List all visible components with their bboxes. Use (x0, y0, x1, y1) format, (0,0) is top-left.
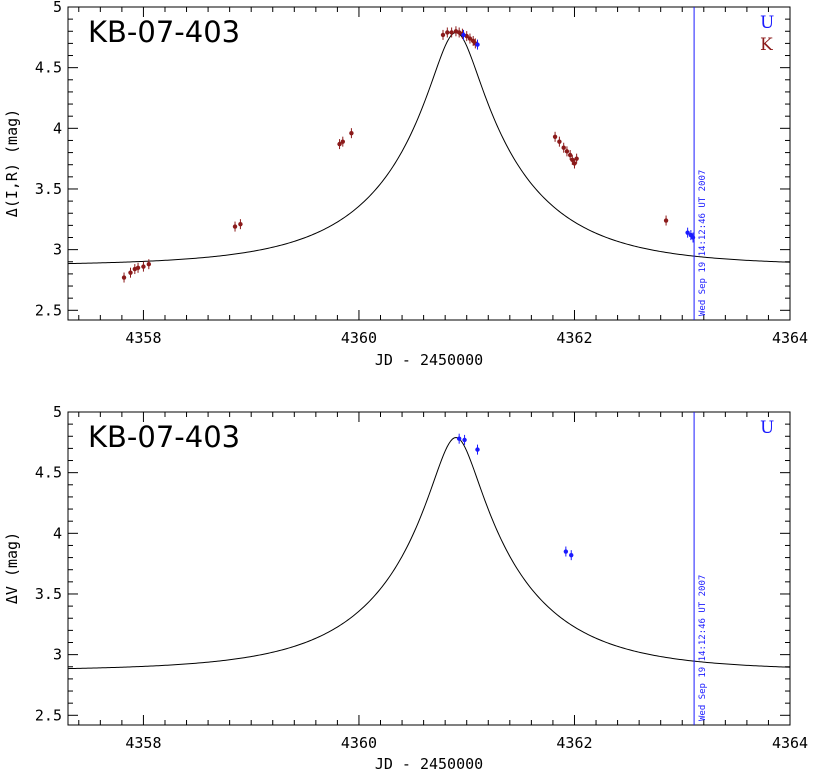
y-tick-label: 5 (53, 403, 62, 421)
data-point-k (572, 161, 577, 166)
chart-title: KB-07-403 (88, 15, 240, 49)
data-point-k (440, 32, 446, 38)
y-tick-label: 3 (53, 241, 62, 259)
data-point-k (564, 149, 570, 154)
x-tick-label: 4364 (772, 329, 808, 347)
y-axis-label: Δ(I,R) (mag) (3, 109, 21, 217)
tick-labels: 4358 4360 4362 4364 2.5 3 3.5 4 4.5 5 (35, 403, 808, 752)
data-point-k (337, 141, 342, 147)
x-tick-label: 4362 (556, 734, 592, 752)
tick-marks (68, 411, 791, 725)
current-time-label: Wed Sep 19 14:12:46 UT 2007 (698, 575, 708, 721)
legend-entry-k: K (760, 35, 773, 55)
data-point-k (232, 224, 238, 229)
x-tick-label: 4358 (125, 734, 161, 752)
data-point-k (561, 145, 566, 150)
plot-frame (67, 411, 791, 726)
data-point-k (238, 221, 243, 227)
data-point-u (456, 436, 462, 441)
y-tick-label: 3.5 (35, 585, 62, 603)
x-tick-label: 4362 (556, 329, 592, 347)
x-axis-label: JD - 2450000 (375, 351, 483, 369)
model-curve (68, 436, 790, 670)
data-point-u (563, 549, 569, 554)
model-curve-line (68, 31, 790, 265)
y-axis-label: ΔV (mag) (3, 532, 21, 604)
data-point-k (141, 264, 146, 269)
tick-marks (68, 6, 791, 320)
data-point-k (445, 30, 450, 35)
y-tick-label: 2.5 (35, 301, 62, 319)
data-point-u (462, 437, 467, 443)
data-point-k (467, 36, 473, 41)
data-point-u (569, 552, 574, 558)
data-point-u (685, 230, 690, 235)
model-curve-line (68, 436, 790, 670)
x-axis-label: JD - 2450000 (375, 755, 483, 773)
data-point-k (574, 156, 579, 161)
x-tick-label: 4360 (341, 329, 377, 347)
chart-title: KB-07-403 (88, 420, 240, 454)
x-tick-label: 4358 (125, 329, 161, 347)
data-point-u (475, 42, 480, 47)
data-point-k (340, 139, 345, 144)
model-curve (68, 31, 790, 265)
data-point-k (349, 130, 354, 136)
current-time-marker: Wed Sep 19 14:12:46 UT 2007 (693, 412, 708, 725)
data-point-k (135, 265, 141, 271)
data-point-k (128, 270, 133, 275)
panel-top: 4358 4360 4362 4364 2.5 3 3.5 4 4.5 5 Wed Sep 19 … (3, 0, 808, 369)
x-tick-label: 4364 (772, 734, 808, 752)
legend-entry-u: U (760, 418, 774, 438)
data-point-k (552, 134, 558, 140)
y-tick-label: 2.5 (35, 706, 62, 724)
plot-frame (67, 6, 791, 321)
y-tick-label: 3.5 (35, 180, 62, 198)
data-points (121, 26, 696, 283)
y-tick-label: 4 (53, 119, 62, 137)
data-point-u (475, 447, 480, 452)
data-point-k (567, 152, 573, 158)
data-point-k (570, 157, 575, 163)
data-points (456, 433, 574, 561)
data-point-k (121, 275, 127, 280)
data-point-k (146, 261, 152, 267)
y-tick-label: 4.5 (35, 464, 62, 482)
y-tick-label: 5 (53, 0, 62, 16)
data-point-u (461, 32, 466, 38)
data-point-k (557, 139, 562, 144)
current-time-label: Wed Sep 19 14:12:46 UT 2007 (698, 170, 708, 316)
data-point-k (449, 30, 454, 35)
y-tick-label: 4.5 (35, 59, 62, 77)
current-time-marker: Wed Sep 19 14:12:46 UT 2007 (693, 7, 708, 320)
y-tick-label: 3 (53, 646, 62, 664)
data-point-k (663, 218, 669, 223)
panel-bottom: 4358 4360 4362 4364 2.5 3 3.5 4 4.5 5 Wed Sep 19 … (3, 403, 808, 773)
x-tick-label: 4360 (341, 734, 377, 752)
y-tick-label: 4 (53, 524, 62, 542)
tick-labels: 4358 4360 4362 4364 2.5 3 3.5 4 4.5 5 (35, 0, 808, 347)
legend-entry-u: U (760, 13, 774, 33)
